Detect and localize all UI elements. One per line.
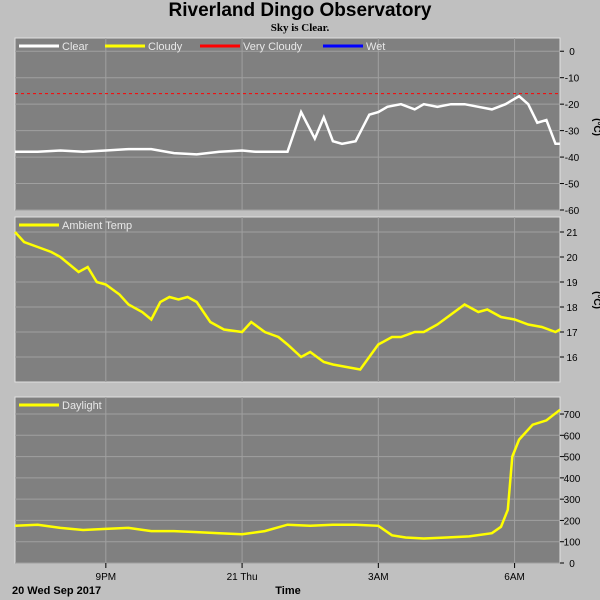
- y-tick-label: -50: [565, 180, 580, 191]
- panel-ambient-legend: Ambient Temp: [19, 220, 132, 232]
- y-tick-label: -10: [565, 74, 580, 85]
- y-tick-label: 0: [569, 47, 575, 58]
- x-axis-label: Time: [275, 585, 300, 597]
- y-tick-label: -30: [565, 127, 580, 138]
- legend-label-ambient-temp: Ambient Temp: [62, 220, 132, 232]
- y-tick-label: 21: [566, 228, 578, 239]
- series-daylight-line: [14, 408, 561, 540]
- y-tick-label: 19: [566, 278, 578, 289]
- panel-sky-ylabel: (°C): [591, 118, 600, 136]
- panel-daylight-legend: Daylight: [19, 400, 102, 412]
- panel-sky-background: [14, 37, 561, 211]
- y-tick-label: -40: [565, 153, 580, 164]
- legend-label-daylight: Daylight: [62, 400, 102, 412]
- y-tick-label: 17: [566, 328, 578, 339]
- y-tick-label: 20: [566, 253, 578, 264]
- y-tick-label: 500: [564, 453, 581, 464]
- panel-sky-legend: Clear Cloudy Very Cloudy Wet: [19, 41, 385, 53]
- panel-daylight-ticks: 700 600 500 400 300 200 100 0: [560, 410, 581, 570]
- series-ambient-temp-line: [14, 231, 561, 371]
- footer-date: 20 Wed Sep 2017: [12, 585, 101, 597]
- legend-label-cloudy: Cloudy: [148, 41, 183, 53]
- x-tick-label: 3AM: [368, 572, 389, 583]
- sky-status: Sky is Clear.: [270, 22, 330, 34]
- y-tick-label: 600: [564, 431, 581, 442]
- legend-label-clear: Clear: [62, 41, 89, 53]
- legend-label-wet: Wet: [366, 41, 385, 53]
- page-title: Riverland Dingo Observatory: [168, 0, 432, 21]
- panel-ambient-ylabel: (°C): [591, 291, 600, 309]
- y-tick-label: 100: [564, 538, 581, 549]
- y-tick-label: 16: [566, 353, 578, 364]
- panel-sky-ticks: 0 -10 -20 -30 -40 -50 -60: [560, 47, 580, 217]
- y-tick-label: 0: [569, 559, 575, 570]
- time-axis-ticks: 9PM 21 Thu 3AM 6AM: [96, 563, 525, 583]
- x-tick-label: 6AM: [504, 572, 525, 583]
- panel-daylight-background: [14, 396, 561, 564]
- y-tick-label: 400: [564, 474, 581, 485]
- panel-ambient-ticks: 21 20 19 18 17 16: [560, 228, 578, 364]
- y-tick-label: -20: [565, 100, 580, 111]
- y-tick-label: 200: [564, 516, 581, 527]
- y-tick-label: -60: [565, 206, 580, 217]
- series-clear-line: [15, 94, 560, 156]
- y-tick-label: 700: [564, 410, 581, 421]
- y-tick-label: 300: [564, 495, 581, 506]
- legend-label-very-cloudy: Very Cloudy: [243, 41, 303, 53]
- x-tick-label: 9PM: [96, 572, 117, 583]
- x-tick-label: 21 Thu: [227, 572, 258, 583]
- y-tick-label: 18: [566, 303, 578, 314]
